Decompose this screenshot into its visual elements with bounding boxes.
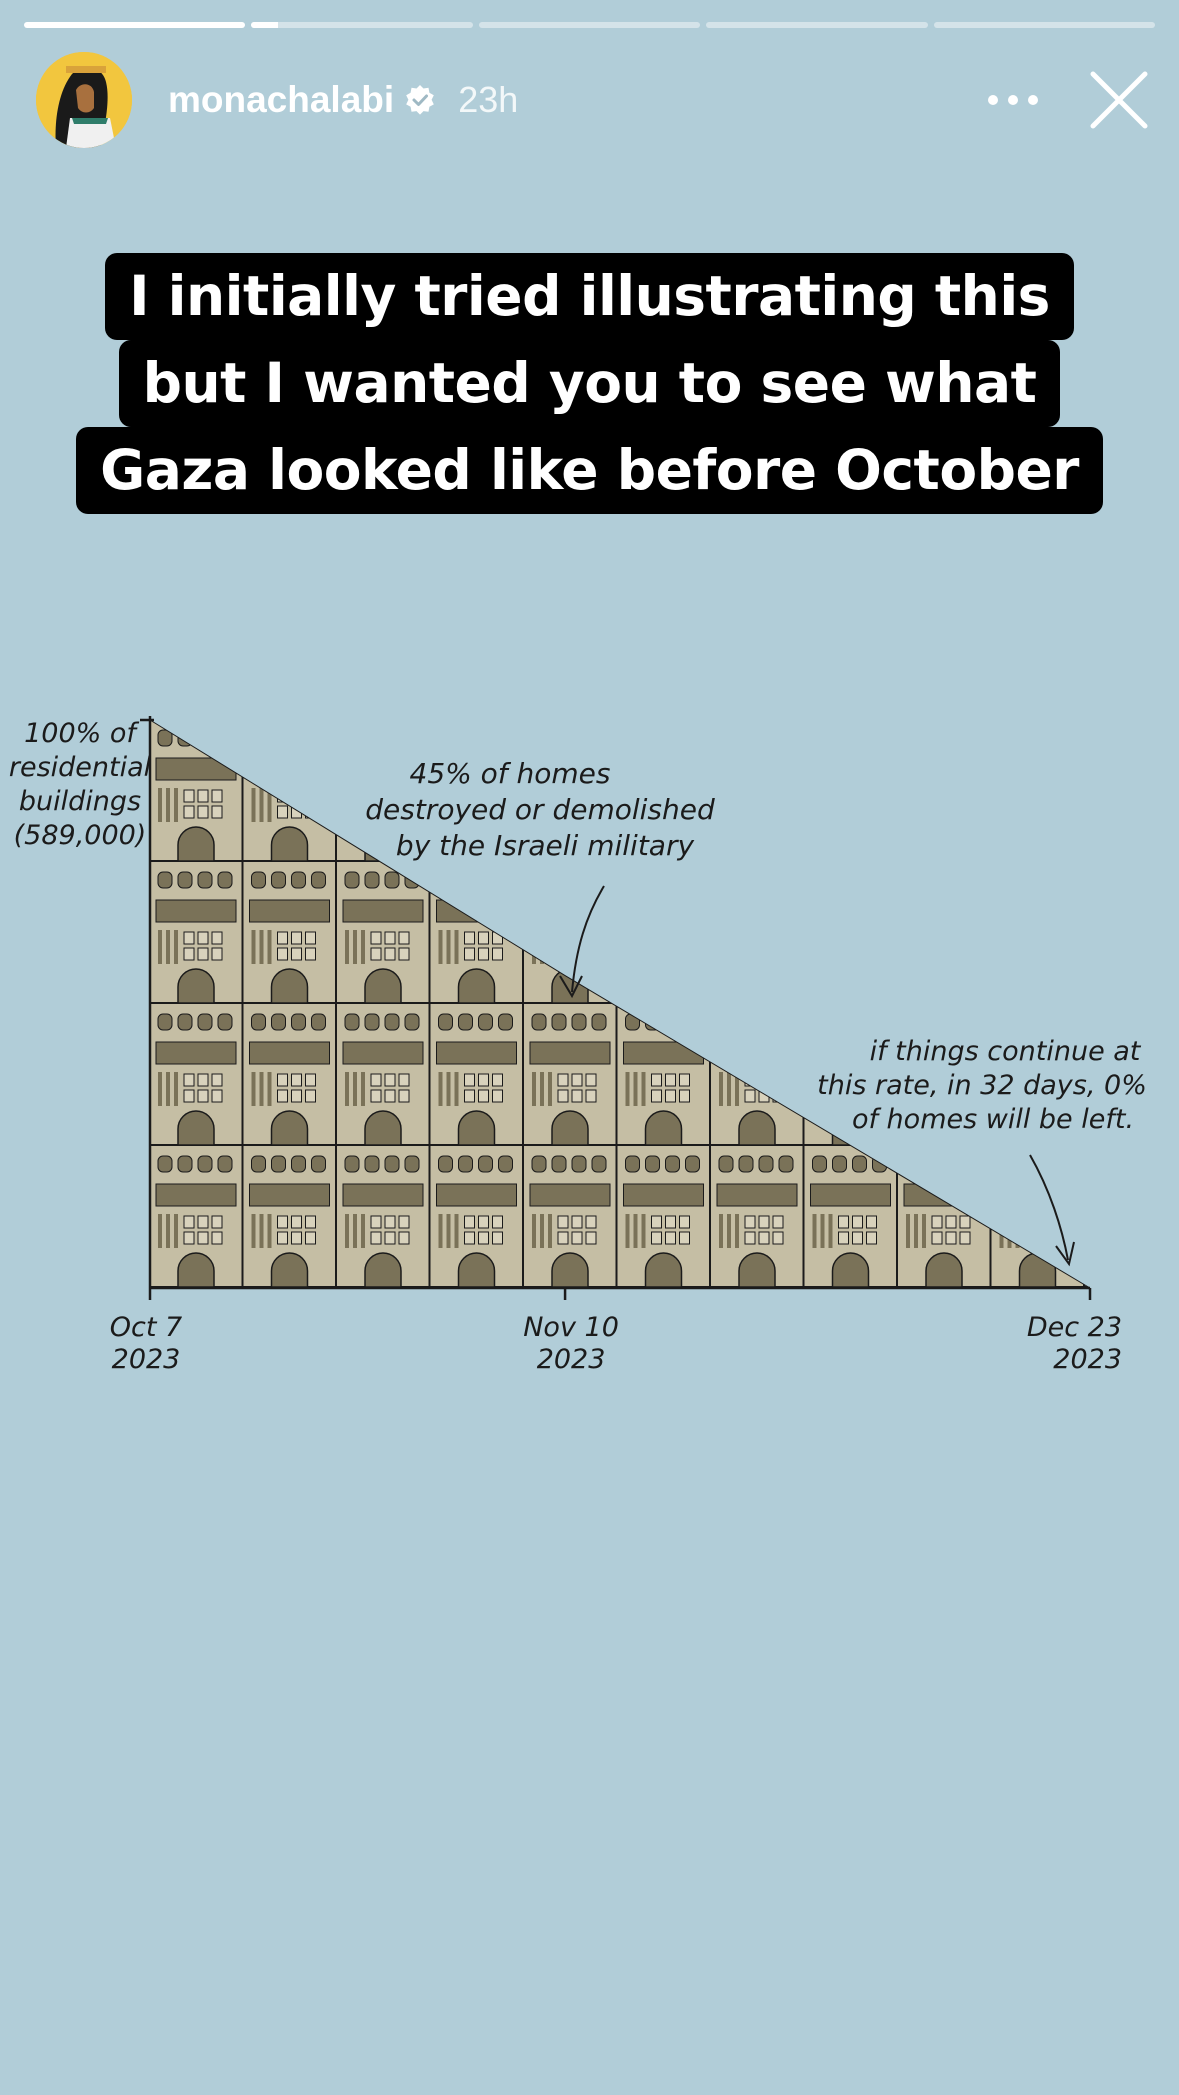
annotation-45-percent: 45% of homes destroyed or demolished by th… xyxy=(365,757,715,862)
annotation-arrow xyxy=(571,885,605,993)
progress-segment xyxy=(251,22,473,28)
annotation-arrow xyxy=(1029,1154,1069,1261)
annotation-arrowhead xyxy=(559,975,583,999)
annotation-32-days: if things continue at this rate, in 32 da… xyxy=(817,1036,1147,1135)
y-axis-label-line: 100% of xyxy=(24,718,139,749)
x-tick-label: Dec 23 2023 xyxy=(1027,1312,1122,1375)
x-tick-label: Nov 10 2023 xyxy=(523,1312,619,1375)
x-tick-label-line: Nov 10 xyxy=(523,1312,619,1343)
story-caption: I initially tried illustrating this but … xyxy=(0,253,1179,514)
x-tick-label-line: Dec 23 xyxy=(1027,1312,1122,1343)
x-tick-label-line: 2023 xyxy=(1053,1344,1122,1375)
more-dots-icon[interactable] xyxy=(983,80,1043,120)
story-progress-bar xyxy=(24,22,1156,28)
annotation-line: by the Israeli military xyxy=(396,829,695,862)
story-header: monachalabi 23h xyxy=(36,50,1149,150)
chart: 100% of residential buildings (589,000) Oct … xyxy=(9,716,1147,1375)
verified-badge-icon xyxy=(406,85,434,115)
avatar[interactable] xyxy=(36,52,132,148)
progress-segment xyxy=(24,22,246,28)
annotation-line: this rate, in 32 days, 0% xyxy=(817,1070,1147,1101)
y-axis-label-line: buildings xyxy=(19,786,141,817)
x-tick-label-line: 2023 xyxy=(112,1344,181,1375)
annotation-line: of homes will be left. xyxy=(852,1104,1134,1135)
y-axis-label-line: residential xyxy=(9,752,152,783)
annotation-line: destroyed or demolished xyxy=(365,793,715,826)
progress-segment xyxy=(933,22,1156,28)
annotation-line: 45% of homes xyxy=(410,757,611,790)
progress-segment xyxy=(478,22,701,28)
annotation-line: if things continue at xyxy=(870,1036,1142,1067)
username[interactable]: monachalabi xyxy=(168,79,395,120)
caption-line-2: but I wanted you to see what xyxy=(118,340,1061,427)
close-icon[interactable] xyxy=(1089,70,1149,130)
x-tick-label: Oct 7 2023 xyxy=(110,1312,182,1375)
y-axis-label: 100% of residential buildings (589,000) xyxy=(9,718,152,851)
annotation-arrowhead xyxy=(1055,1241,1075,1267)
remaining-buildings-area xyxy=(150,720,1090,1288)
progress-segment xyxy=(706,22,928,28)
y-axis-label-line: (589,000) xyxy=(14,820,147,851)
avatar-illustration xyxy=(36,52,132,148)
post-time: 23h xyxy=(458,79,519,120)
caption-line-1: I initially tried illustrating this xyxy=(105,253,1074,340)
series-line xyxy=(149,719,1091,1289)
caption-line-3: Gaza looked like before October xyxy=(76,427,1103,514)
x-tick-label-line: Oct 7 xyxy=(110,1312,182,1343)
x-tick-label-line: 2023 xyxy=(537,1344,606,1375)
